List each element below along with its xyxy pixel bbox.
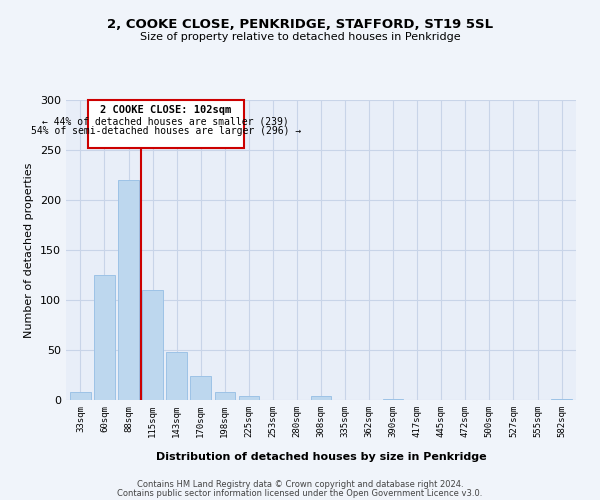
- Bar: [142, 290, 163, 400]
- Bar: [383, 399, 403, 400]
- Text: ← 44% of detached houses are smaller (239): ← 44% of detached houses are smaller (23…: [43, 116, 289, 126]
- Bar: [239, 396, 259, 400]
- Text: 54% of semi-detached houses are larger (296) →: 54% of semi-detached houses are larger (…: [31, 126, 301, 136]
- Text: 2 COOKE CLOSE: 102sqm: 2 COOKE CLOSE: 102sqm: [100, 105, 232, 115]
- Bar: [551, 399, 572, 400]
- Bar: [118, 180, 139, 400]
- Text: Contains public sector information licensed under the Open Government Licence v3: Contains public sector information licen…: [118, 488, 482, 498]
- Y-axis label: Number of detached properties: Number of detached properties: [25, 162, 34, 338]
- Text: Contains HM Land Registry data © Crown copyright and database right 2024.: Contains HM Land Registry data © Crown c…: [137, 480, 463, 489]
- Bar: [190, 376, 211, 400]
- Text: 2, COOKE CLOSE, PENKRIDGE, STAFFORD, ST19 5SL: 2, COOKE CLOSE, PENKRIDGE, STAFFORD, ST1…: [107, 18, 493, 30]
- FancyBboxPatch shape: [88, 100, 244, 148]
- Text: Distribution of detached houses by size in Penkridge: Distribution of detached houses by size …: [155, 452, 487, 462]
- Bar: [215, 392, 235, 400]
- Bar: [70, 392, 91, 400]
- Bar: [94, 275, 115, 400]
- Bar: [311, 396, 331, 400]
- Text: Size of property relative to detached houses in Penkridge: Size of property relative to detached ho…: [140, 32, 460, 42]
- Bar: [166, 352, 187, 400]
